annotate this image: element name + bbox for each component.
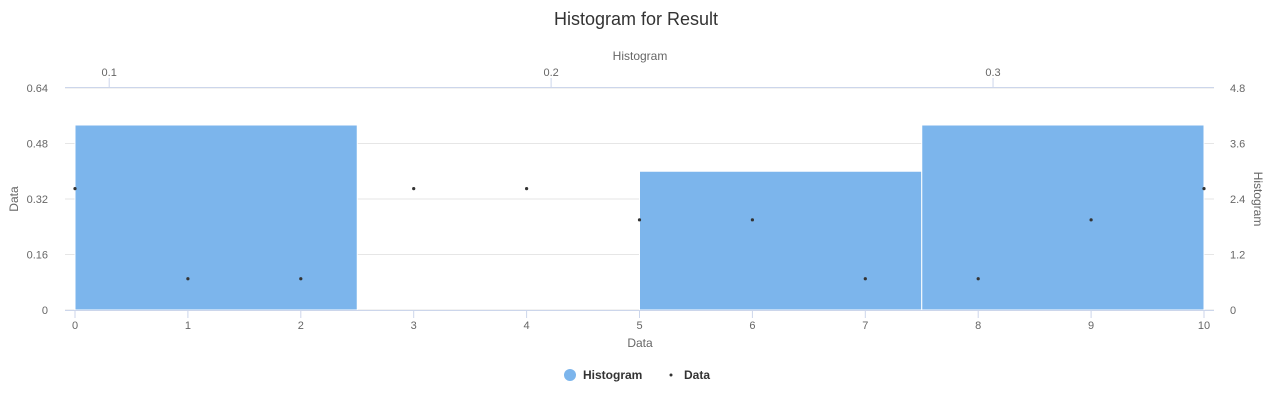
legend-data-label: Data — [684, 368, 710, 382]
y2-tick-label: 0 — [1230, 305, 1236, 317]
x-tick-label: 7 — [862, 320, 868, 332]
data-point[interactable] — [299, 277, 303, 281]
histogram-bars[interactable] — [74, 124, 1205, 311]
legend-data-swatch — [669, 373, 673, 377]
x2-axis-title: Histogram — [613, 49, 668, 63]
legend-histogram-label: Histogram — [583, 368, 642, 382]
x2-tick-label: 0.1 — [102, 67, 117, 79]
legend-item-histogram[interactable]: Histogram — [564, 368, 642, 382]
x-tick-label: 10 — [1198, 320, 1210, 332]
x2-tick-label: 0.2 — [543, 67, 558, 79]
data-point[interactable] — [186, 277, 190, 281]
x-tick-label: 3 — [411, 320, 417, 332]
axes: 0 0.16 0.32 0.48 0.64 0 1.2 2.4 3.6 4.8 0 1 2 3 4 5 6 7 8 9… — [27, 67, 1246, 332]
x-tick-label: 6 — [749, 320, 755, 332]
chart-title: Histogram for Result — [554, 9, 718, 29]
y2-tick-label: 3.6 — [1230, 139, 1245, 151]
x-tick-label: 9 — [1088, 320, 1094, 332]
data-point[interactable] — [637, 218, 642, 222]
histogram-bar[interactable] — [74, 124, 358, 311]
histogram-bar[interactable] — [921, 124, 1205, 311]
legend-item-data[interactable]: Data — [669, 368, 711, 382]
data-point[interactable] — [1202, 186, 1206, 191]
y-axis-title: Data — [7, 186, 21, 212]
x-tick-label: 2 — [298, 320, 304, 332]
histogram-bar[interactable] — [639, 170, 923, 311]
y2-tick-label: 1.2 — [1230, 250, 1245, 262]
x-tick-label: 8 — [975, 320, 981, 332]
data-point[interactable] — [412, 186, 416, 191]
data-point[interactable] — [750, 218, 755, 222]
data-point[interactable] — [73, 186, 77, 191]
x-tick-label: 1 — [185, 320, 191, 332]
data-points[interactable] — [73, 186, 1206, 281]
data-point[interactable] — [1089, 218, 1093, 222]
x-tick-label: 5 — [636, 320, 642, 332]
y-tick-label: 0.64 — [27, 83, 48, 95]
y2-tick-label: 2.4 — [1230, 194, 1245, 206]
y-tick-label: 0 — [42, 305, 48, 317]
y2-axis-title: Histogram — [1251, 172, 1265, 227]
y-tick-label: 0.32 — [27, 194, 48, 206]
legend-histogram-swatch — [564, 369, 576, 381]
legend: Histogram Data — [564, 368, 710, 382]
y-tick-label: 0.16 — [27, 250, 48, 262]
data-point[interactable] — [525, 186, 529, 191]
x-tick-label: 4 — [524, 320, 530, 332]
data-point[interactable] — [976, 277, 980, 281]
y-tick-label: 0.48 — [27, 139, 48, 151]
x-axis-title: Data — [627, 336, 653, 350]
x-tick-label: 0 — [72, 320, 78, 332]
y2-tick-label: 4.8 — [1230, 83, 1245, 95]
x2-tick-label: 0.3 — [985, 67, 1000, 79]
data-point[interactable] — [863, 277, 867, 281]
